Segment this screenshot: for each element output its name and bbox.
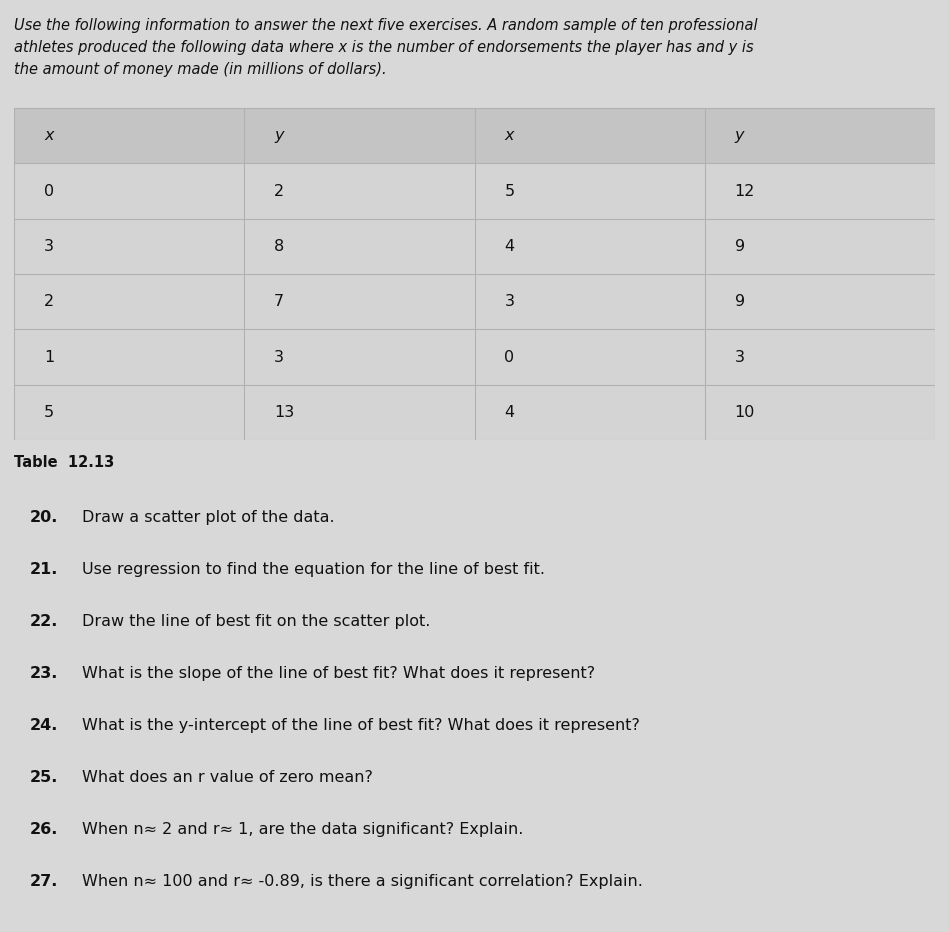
Text: Use the following information to answer the next five exercises. A random sample: Use the following information to answer … — [14, 18, 757, 33]
Bar — [14, 274, 935, 329]
Text: 25.: 25. — [30, 770, 59, 785]
Text: 10: 10 — [735, 404, 755, 419]
Text: y: y — [735, 129, 744, 144]
Text: athletes produced the following data where x is the number of endorsements the p: athletes produced the following data whe… — [14, 40, 754, 55]
Text: 12: 12 — [735, 184, 755, 199]
Text: x: x — [505, 129, 514, 144]
Text: Use regression to find the equation for the line of best fit.: Use regression to find the equation for … — [82, 562, 545, 577]
Text: 1: 1 — [44, 350, 54, 364]
Text: 23.: 23. — [30, 666, 59, 681]
Text: 0: 0 — [505, 350, 514, 364]
Text: 5: 5 — [505, 184, 514, 199]
Text: What does an r value of zero mean?: What does an r value of zero mean? — [82, 770, 373, 785]
Text: 5: 5 — [44, 404, 54, 419]
Text: 9: 9 — [735, 295, 745, 309]
Text: 26.: 26. — [30, 822, 59, 837]
Text: 7: 7 — [274, 295, 285, 309]
Text: x: x — [44, 129, 53, 144]
Bar — [14, 108, 935, 163]
Bar — [14, 219, 935, 274]
Text: When n≈ 100 and r≈ -0.89, is there a significant correlation? Explain.: When n≈ 100 and r≈ -0.89, is there a sig… — [82, 874, 642, 889]
Text: 21.: 21. — [30, 562, 59, 577]
Text: the amount of money made (in millions of dollars).: the amount of money made (in millions of… — [14, 62, 386, 77]
Bar — [14, 163, 935, 219]
Text: What is the y-intercept of the line of best fit? What does it represent?: What is the y-intercept of the line of b… — [82, 718, 640, 733]
Text: When n≈ 2 and r≈ 1, are the data significant? Explain.: When n≈ 2 and r≈ 1, are the data signifi… — [82, 822, 524, 837]
Text: 2: 2 — [44, 295, 54, 309]
Text: 22.: 22. — [30, 614, 59, 629]
Text: 3: 3 — [505, 295, 514, 309]
Text: Draw a scatter plot of the data.: Draw a scatter plot of the data. — [82, 510, 335, 525]
Bar — [14, 385, 935, 440]
Text: 8: 8 — [274, 239, 285, 254]
Text: 4: 4 — [505, 404, 514, 419]
Text: Table  12.13: Table 12.13 — [14, 455, 114, 470]
Text: What is the slope of the line of best fit? What does it represent?: What is the slope of the line of best fi… — [82, 666, 595, 681]
Text: 27.: 27. — [30, 874, 59, 889]
Text: 4: 4 — [505, 239, 514, 254]
Text: 3: 3 — [735, 350, 745, 364]
Text: 0: 0 — [44, 184, 54, 199]
Text: 3: 3 — [44, 239, 54, 254]
Text: 3: 3 — [274, 350, 284, 364]
Text: 2: 2 — [274, 184, 285, 199]
Text: y: y — [274, 129, 284, 144]
Text: Draw the line of best fit on the scatter plot.: Draw the line of best fit on the scatter… — [82, 614, 431, 629]
Text: 20.: 20. — [30, 510, 59, 525]
Bar — [14, 329, 935, 385]
Text: 9: 9 — [735, 239, 745, 254]
Text: 13: 13 — [274, 404, 294, 419]
Text: 24.: 24. — [30, 718, 59, 733]
